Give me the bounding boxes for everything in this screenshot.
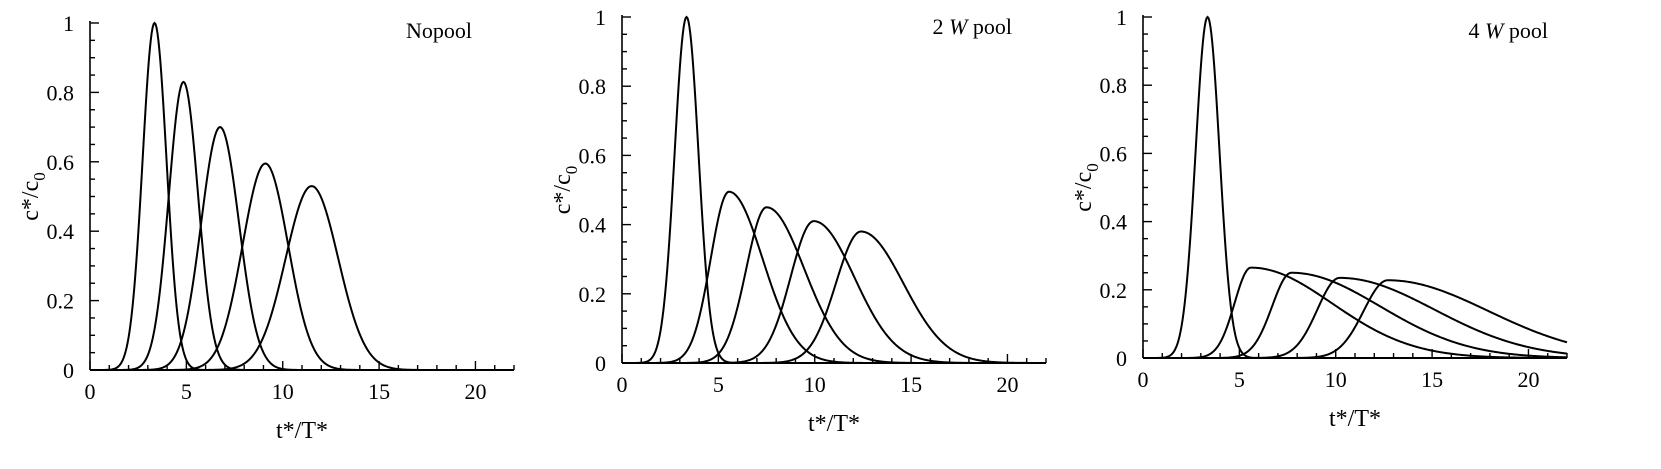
y-tick-label: 0.4: [579, 213, 607, 238]
panel-title: 4 W pool: [1469, 18, 1548, 43]
y-tick-label: 0.8: [579, 74, 607, 99]
series-line-2: [90, 80, 514, 371]
x-tick-label: 10: [1325, 367, 1347, 392]
y-tick-label: 1: [1116, 5, 1127, 30]
y-tick-label: 1: [595, 5, 606, 30]
series-line-1: [622, 15, 1046, 364]
x-tick-label: 10: [272, 379, 294, 404]
y-tick-label: 0.2: [1100, 278, 1128, 303]
series-line-5: [90, 185, 514, 371]
x-tick-label: 15: [900, 372, 922, 397]
x-axis-label: t*/T*: [276, 418, 328, 444]
y-axis-label-subscript: 0: [1083, 163, 1102, 172]
x-tick-label: 5: [1234, 367, 1245, 392]
y-tick-label: 0.8: [47, 80, 75, 105]
y-tick-label: 0.6: [47, 150, 75, 175]
panel-title: Nopool: [406, 18, 472, 43]
y-tick-label: 0: [63, 358, 74, 383]
x-tick-label: 20: [1517, 367, 1539, 392]
y-axis-label-subscript: 0: [30, 172, 49, 181]
y-tick-label: 0: [595, 351, 606, 376]
y-tick-label: 0.4: [1100, 210, 1128, 235]
y-tick-label: 0.8: [1100, 73, 1128, 98]
x-tick-label: 15: [1421, 367, 1443, 392]
y-tick-label: 0.4: [47, 219, 75, 244]
y-axis-label-main: c*/c: [550, 174, 576, 214]
x-axis-label: t*/T*: [808, 411, 860, 437]
x-axis-label: t*/T*: [1329, 406, 1381, 432]
x-tick-label: 20: [996, 372, 1018, 397]
x-tick-label: 5: [713, 372, 724, 397]
x-tick-label: 0: [1138, 367, 1149, 392]
series-line-3: [622, 206, 1046, 364]
series-line-3: [1143, 271, 1568, 359]
y-tick-label: 0.6: [1100, 141, 1128, 166]
y-axis-label-subscript: 0: [562, 166, 581, 175]
series-line-2: [1143, 266, 1568, 359]
x-tick-label: 10: [804, 372, 826, 397]
y-axis-label-main: c*/c: [18, 181, 44, 221]
x-tick-label: 0: [617, 372, 628, 397]
y-axis-label: c*/c0: [550, 166, 581, 214]
series-line-5: [622, 230, 1046, 364]
series-line-2: [622, 190, 1046, 364]
x-tick-label: 15: [368, 379, 390, 404]
series-line-1: [1143, 15, 1567, 359]
y-axis-label: c*/c0: [1071, 163, 1102, 211]
series-line-4: [90, 162, 514, 371]
x-tick-label: 5: [181, 379, 192, 404]
x-tick-label: 0: [85, 379, 96, 404]
y-axis-label-main: c*/c: [1071, 172, 1097, 212]
y-tick-label: 1: [63, 11, 74, 36]
series-line-5: [1143, 279, 1568, 359]
y-tick-label: 0: [1116, 346, 1127, 371]
panel-title: 2 W pool: [933, 14, 1012, 39]
y-tick-label: 0.6: [579, 143, 607, 168]
x-tick-label: 20: [464, 379, 486, 404]
y-tick-label: 0.2: [47, 289, 75, 314]
y-tick-label: 0.2: [579, 282, 607, 307]
y-axis-label: c*/c0: [18, 172, 49, 220]
